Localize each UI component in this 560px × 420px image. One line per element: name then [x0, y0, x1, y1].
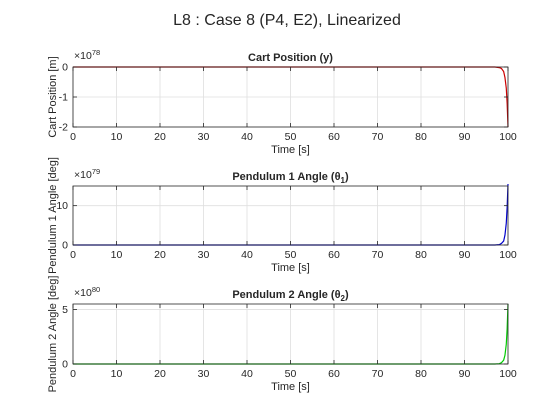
y-axis-label: Cart Position [m]	[47, 56, 59, 137]
subplot-title-end: )	[345, 171, 349, 183]
y-tick-label: 0	[62, 62, 68, 74]
y-tick-label: 0	[62, 240, 68, 252]
x-tick-label: 90	[459, 131, 471, 143]
subplot-title-end: )	[345, 289, 349, 301]
y-exponent-power: 80	[92, 285, 100, 294]
x-tick-label: 60	[328, 249, 340, 261]
x-tick-label: 60	[328, 368, 340, 380]
y-axis-label: Pendulum 2 Angle [deg]	[47, 276, 59, 393]
y-exponent-base: ×10	[74, 169, 92, 181]
x-tick-label: 70	[372, 249, 384, 261]
x-tick-label: 100	[499, 368, 517, 380]
x-tick-label: 40	[241, 368, 253, 380]
x-tick-label: 20	[154, 131, 166, 143]
x-tick-label: 80	[415, 131, 427, 143]
x-tick-label: 10	[111, 249, 123, 261]
y-tick-label: 5	[62, 304, 68, 316]
x-tick-label: 70	[372, 368, 384, 380]
y-exponent-label: ×1080	[74, 285, 100, 299]
x-tick-label: 0	[70, 368, 76, 380]
subplot-title-subscript: 2	[341, 294, 346, 303]
x-axis-label: Time [s]	[271, 144, 310, 156]
y-exponent-label: ×1078	[74, 48, 100, 62]
y-tick-label: 10	[56, 200, 68, 212]
x-tick-label: 10	[111, 368, 123, 380]
x-tick-label: 90	[459, 368, 471, 380]
y-exponent-power: 78	[92, 48, 100, 57]
subplot-title: Pendulum 2 Angle (θ2)	[232, 289, 349, 303]
subplot-title-text: Pendulum 1 Angle (θ	[232, 171, 340, 183]
x-tick-label: 30	[198, 249, 210, 261]
y-tick-label: 0	[62, 359, 68, 371]
x-axis-label: Time [s]	[271, 262, 310, 274]
x-tick-label: 10	[111, 131, 123, 143]
y-exponent-label: ×1079	[74, 167, 100, 181]
x-tick-label: 40	[241, 131, 253, 143]
subplot-title: Cart Position (y)	[248, 52, 333, 64]
x-tick-label: 60	[328, 131, 340, 143]
figure-title: L8 : Case 8 (P4, E2), Linearized	[173, 12, 401, 29]
subplot-title-text: Pendulum 2 Angle (θ	[232, 289, 340, 301]
x-tick-label: 0	[70, 249, 76, 261]
x-tick-label: 80	[415, 249, 427, 261]
x-tick-label: 20	[154, 249, 166, 261]
subplot-title-text: Cart Position (y)	[248, 52, 333, 64]
x-tick-label: 20	[154, 368, 166, 380]
x-tick-label: 40	[241, 249, 253, 261]
y-exponent-base: ×10	[74, 287, 92, 299]
x-axis-label: Time [s]	[271, 381, 310, 393]
x-tick-label: 90	[459, 249, 471, 261]
y-tick-label: -1	[59, 92, 68, 104]
y-exponent-power: 79	[92, 167, 100, 176]
x-tick-label: 0	[70, 131, 76, 143]
subplot-title-subscript: 1	[341, 176, 346, 185]
x-tick-label: 100	[499, 131, 517, 143]
x-tick-label: 30	[198, 368, 210, 380]
subplot-title: Pendulum 1 Angle (θ1)	[232, 171, 349, 185]
y-axis-label: Pendulum 1 Angle [deg]	[47, 157, 59, 274]
x-tick-label: 50	[285, 249, 297, 261]
x-tick-label: 30	[198, 131, 210, 143]
x-tick-label: 100	[499, 249, 517, 261]
x-tick-label: 50	[285, 131, 297, 143]
x-tick-label: 50	[285, 368, 297, 380]
x-tick-label: 70	[372, 131, 384, 143]
y-exponent-base: ×10	[74, 50, 92, 62]
y-tick-label: -2	[59, 122, 68, 134]
x-tick-label: 80	[415, 368, 427, 380]
